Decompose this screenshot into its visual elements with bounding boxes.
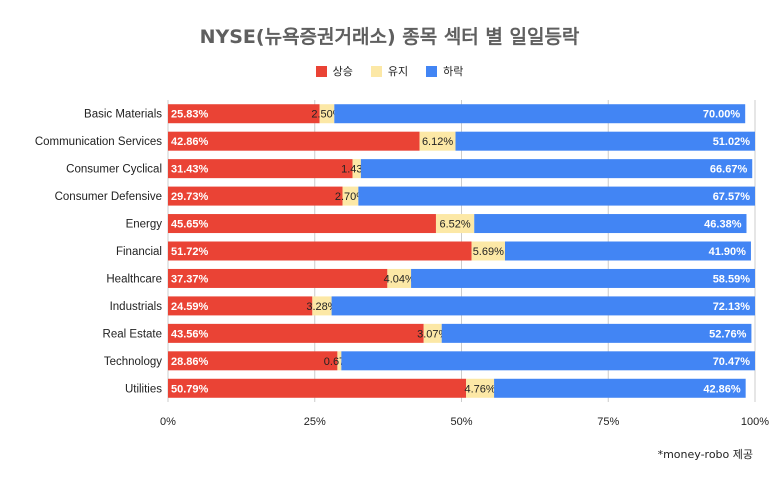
data-label-down: 51.02% — [713, 136, 751, 148]
data-label-up: 43.56% — [171, 328, 209, 340]
x-tick-label: 100% — [741, 416, 769, 428]
bar-segment-up — [168, 323, 424, 343]
data-label-down: 67.57% — [713, 191, 751, 203]
data-label-up: 50.79% — [171, 383, 209, 395]
data-label-down: 41.90% — [709, 246, 747, 258]
data-label-up: 45.65% — [171, 219, 209, 231]
bar-segment-down — [455, 131, 755, 151]
legend-item-hold: 유지 — [370, 63, 409, 79]
data-label-down: 72.13% — [713, 301, 751, 313]
bar-segment-hold — [319, 104, 335, 124]
bar-segment-up — [168, 214, 436, 234]
bar-segment-down — [331, 296, 755, 316]
category-label: Industrials — [110, 301, 163, 313]
bar-segment-down — [441, 323, 752, 343]
footnote: *money-robo 제공 — [657, 448, 753, 461]
legend-item-up: 상승 — [315, 63, 353, 79]
bar-segment-hold — [435, 214, 475, 234]
x-tick-label: 0% — [160, 416, 176, 428]
bar-segment-up — [168, 268, 388, 288]
bar-segment-down — [474, 214, 747, 234]
bar-segment-up — [168, 296, 313, 316]
category-label: Real Estate — [103, 328, 162, 340]
data-label-hold: 3.07% — [417, 328, 448, 340]
data-label-up: 42.86% — [171, 136, 209, 148]
category-label: Technology — [104, 356, 162, 368]
bar-segment-up — [168, 159, 353, 179]
category-label: Basic Materials — [84, 109, 162, 121]
data-label-down: 70.00% — [703, 109, 741, 121]
bar-segment-hold — [337, 351, 342, 371]
bar-segment-hold — [387, 268, 412, 288]
data-label-up: 29.73% — [171, 191, 209, 203]
legend-label-hold: 유지 — [387, 65, 409, 78]
bar-segment-down — [494, 378, 746, 398]
data-label-up: 31.43% — [171, 164, 209, 176]
bar-segment-hold — [423, 323, 442, 343]
legend-item-down: 하락 — [426, 63, 463, 79]
legend-label-down: 하락 — [443, 65, 464, 78]
bar-segment-hold — [352, 159, 361, 179]
bar-segment-up — [168, 241, 472, 261]
bar-segment-up — [168, 186, 343, 206]
data-label-up: 37.37% — [171, 273, 209, 285]
bar-segment-up — [168, 378, 467, 398]
category-label: Consumer Cyclical — [66, 164, 162, 176]
category-label: Utilities — [125, 383, 162, 395]
data-label-up: 25.83% — [171, 109, 209, 121]
legend-swatch-up — [315, 65, 327, 77]
x-tick-label: 75% — [597, 416, 619, 428]
data-label-down: 66.67% — [710, 164, 748, 176]
bar-segment-up — [168, 104, 320, 124]
x-tick-label: 50% — [450, 416, 472, 428]
data-label-up: 24.59% — [171, 301, 209, 313]
bar-segment-up — [168, 351, 338, 371]
category-label: Energy — [126, 219, 163, 231]
legend: 상승 유지 하락 — [0, 63, 779, 79]
bar-segment-hold — [419, 131, 456, 151]
data-label-hold: 4.76% — [465, 383, 496, 395]
legend-label-up: 상승 — [332, 65, 353, 78]
bar-segment-hold — [466, 378, 495, 398]
legend-swatch-hold — [370, 65, 382, 77]
bar-segment-down — [360, 159, 753, 179]
category-label: Consumer Defensive — [55, 191, 162, 203]
category-label: Financial — [116, 246, 162, 258]
bar-segment-down — [334, 104, 746, 124]
data-label-up: 51.72% — [171, 246, 209, 258]
data-label-hold: 6.52% — [440, 219, 471, 231]
data-label-down: 58.59% — [713, 273, 751, 285]
bar-segment-down — [504, 241, 751, 261]
data-label-hold: 6.12% — [422, 136, 453, 148]
data-label-up: 28.86% — [171, 356, 209, 368]
bar-segment-down — [341, 351, 755, 371]
bar-segment-up — [168, 131, 420, 151]
data-label-hold: 4.04% — [384, 273, 415, 285]
bar-segment-hold — [471, 241, 505, 261]
category-label: Communication Services — [35, 136, 162, 148]
bar-segment-hold — [312, 296, 332, 316]
data-label-down: 70.47% — [713, 356, 751, 368]
bar-segment-down — [411, 268, 755, 288]
x-tick-label: 25% — [304, 416, 326, 428]
bar-segment-down — [358, 186, 755, 206]
data-label-down: 42.86% — [703, 383, 741, 395]
data-label-down: 46.38% — [704, 219, 742, 231]
legend-swatch-down — [426, 65, 438, 77]
data-label-hold: 3.28% — [306, 301, 337, 313]
data-label-hold: 5.69% — [473, 246, 504, 258]
category-label: Healthcare — [106, 273, 162, 285]
chart-title: NYSE(뉴욕증권거래소) 종목 섹터 별 일일등락 — [199, 26, 580, 48]
data-label-down: 52.76% — [709, 328, 747, 340]
bar-segment-hold — [342, 186, 359, 206]
